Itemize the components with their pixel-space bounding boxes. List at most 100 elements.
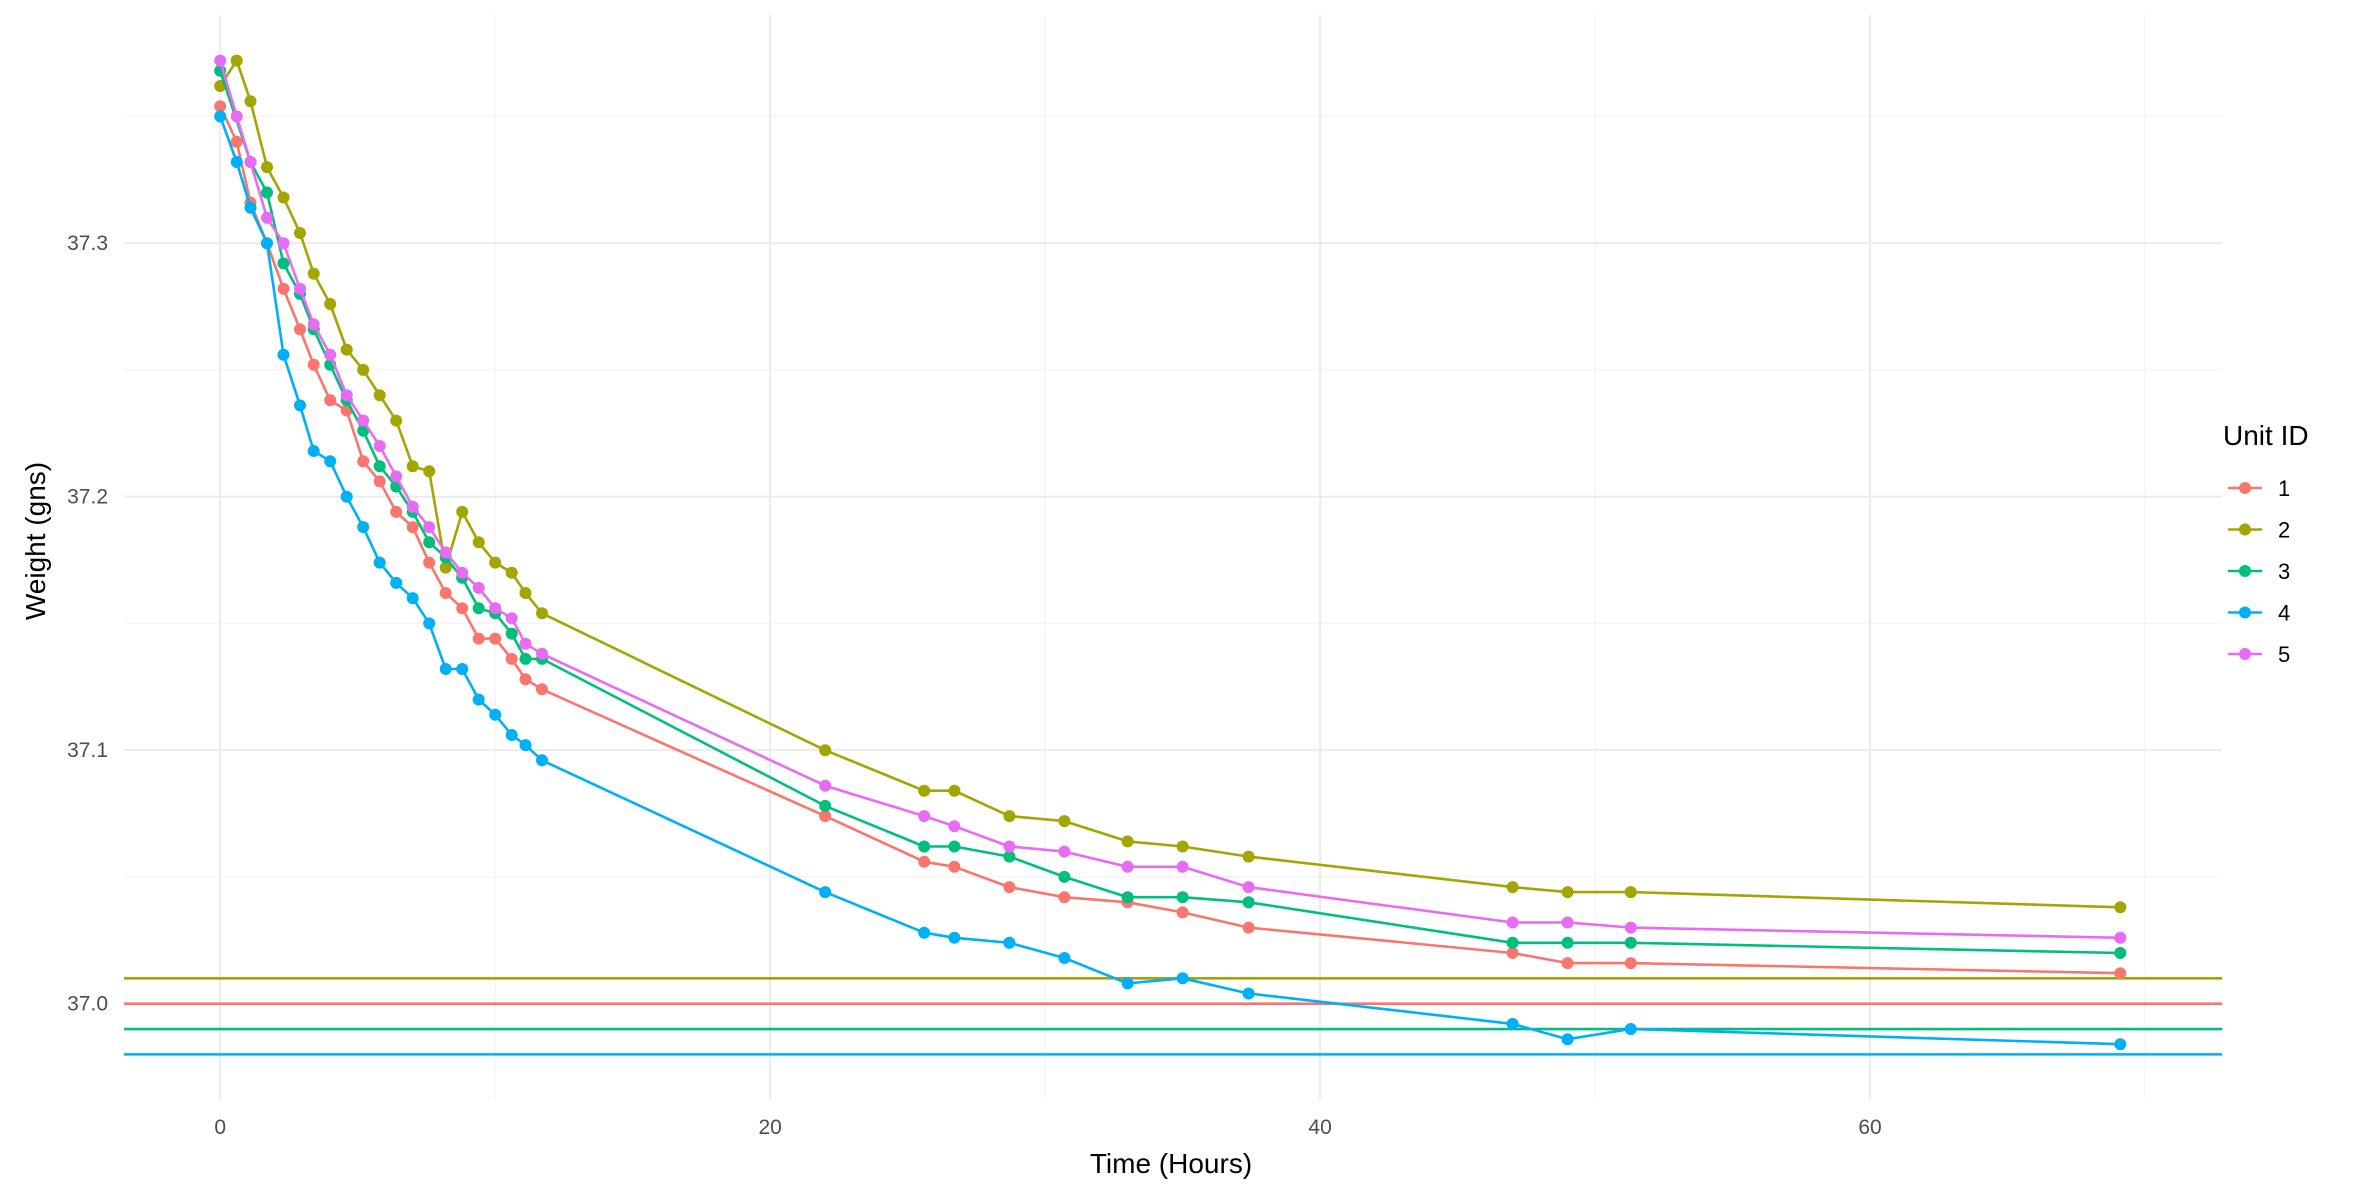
data-point (324, 348, 337, 361)
data-point (244, 201, 257, 214)
data-point (1176, 860, 1189, 873)
series-5 (214, 54, 2127, 944)
data-point (1003, 810, 1016, 823)
data-point (918, 810, 931, 823)
data-point (1242, 896, 1255, 909)
data-point (406, 521, 419, 534)
data-point (1121, 835, 1134, 848)
data-point (948, 784, 961, 797)
data-point (277, 237, 290, 250)
data-point (1506, 1017, 1519, 1030)
data-point (1506, 916, 1519, 929)
legend-label: 5 (2278, 642, 2290, 667)
legend-key-point (2239, 565, 2251, 577)
data-point (2114, 901, 2127, 914)
data-point (261, 211, 273, 224)
data-point (390, 505, 403, 518)
data-point (406, 500, 419, 513)
data-point (819, 779, 832, 792)
data-point (1561, 936, 1574, 949)
data-point (505, 652, 518, 665)
data-point (1624, 1023, 1637, 1035)
data-point (505, 566, 518, 579)
data-point (2114, 947, 2127, 959)
x-tick-label: 0 (214, 1116, 226, 1139)
data-point (390, 470, 403, 483)
data-point (439, 546, 452, 559)
data-point (918, 855, 931, 868)
data-point (244, 156, 257, 168)
series-line (219, 59, 2121, 909)
data-point (472, 536, 485, 549)
y-tick-label: 37.0 (67, 993, 108, 1016)
data-point (307, 358, 320, 371)
data-point (261, 237, 273, 250)
data-point (373, 389, 386, 402)
data-point (244, 95, 257, 108)
data-point (1058, 891, 1071, 904)
data-point (357, 414, 370, 427)
legend-key-point (2239, 523, 2251, 536)
data-point (277, 191, 290, 204)
data-point (214, 100, 227, 113)
data-point (1561, 1033, 1574, 1046)
data-point (439, 561, 452, 574)
data-point (472, 602, 485, 615)
data-point (307, 445, 320, 457)
data-point (536, 683, 548, 696)
data-point (357, 363, 370, 376)
legend-key-point (2239, 648, 2251, 660)
data-point (324, 298, 337, 310)
data-point (324, 455, 337, 468)
data-point (294, 323, 306, 336)
legend-item-1: 1 (2228, 476, 2290, 501)
data-point (390, 576, 403, 589)
data-point (472, 581, 485, 594)
data-point (819, 799, 832, 812)
data-point (1121, 977, 1134, 990)
data-point (277, 282, 290, 295)
legend-items: 1 2 3 4 5 (2228, 476, 2290, 667)
data-point (489, 556, 502, 569)
data-point (423, 536, 436, 549)
data-point (536, 647, 548, 660)
data-point (1176, 906, 1189, 919)
legend-label: 2 (2278, 518, 2290, 543)
data-point (423, 465, 436, 478)
data-point (536, 607, 548, 620)
series-1 (214, 100, 2127, 980)
data-point (1176, 891, 1189, 904)
data-point (1242, 881, 1255, 894)
data-point (1003, 881, 1016, 894)
data-point (2114, 967, 2127, 980)
series-3 (214, 64, 2127, 959)
data-point (294, 282, 306, 295)
data-point (423, 617, 436, 630)
data-point (918, 840, 931, 853)
data-point (819, 810, 832, 823)
data-point (1003, 850, 1016, 863)
major-gridlines (124, 15, 2222, 1100)
y-tick-label: 37.1 (67, 739, 108, 762)
series-line (219, 105, 2121, 975)
data-point (456, 663, 469, 675)
data-point (1624, 936, 1637, 949)
data-point (307, 318, 320, 331)
legend-item-4: 4 (2228, 601, 2290, 626)
data-point (948, 860, 961, 873)
legend-item-3: 3 (2228, 559, 2290, 584)
legend-label: 3 (2278, 559, 2290, 584)
data-point (2114, 931, 2127, 944)
data-point (1624, 957, 1637, 970)
legend-label: 1 (2278, 476, 2290, 501)
data-point (519, 637, 532, 650)
data-point (505, 612, 518, 625)
data-point (1058, 845, 1071, 858)
series-line (218, 60, 2121, 940)
data-point (1003, 936, 1016, 949)
legend-key-point (2239, 606, 2251, 619)
data-point (505, 627, 518, 640)
x-tick-label: 60 (1858, 1116, 1881, 1139)
series-line (218, 115, 2121, 1046)
legend-title: Unit ID (2223, 420, 2309, 451)
